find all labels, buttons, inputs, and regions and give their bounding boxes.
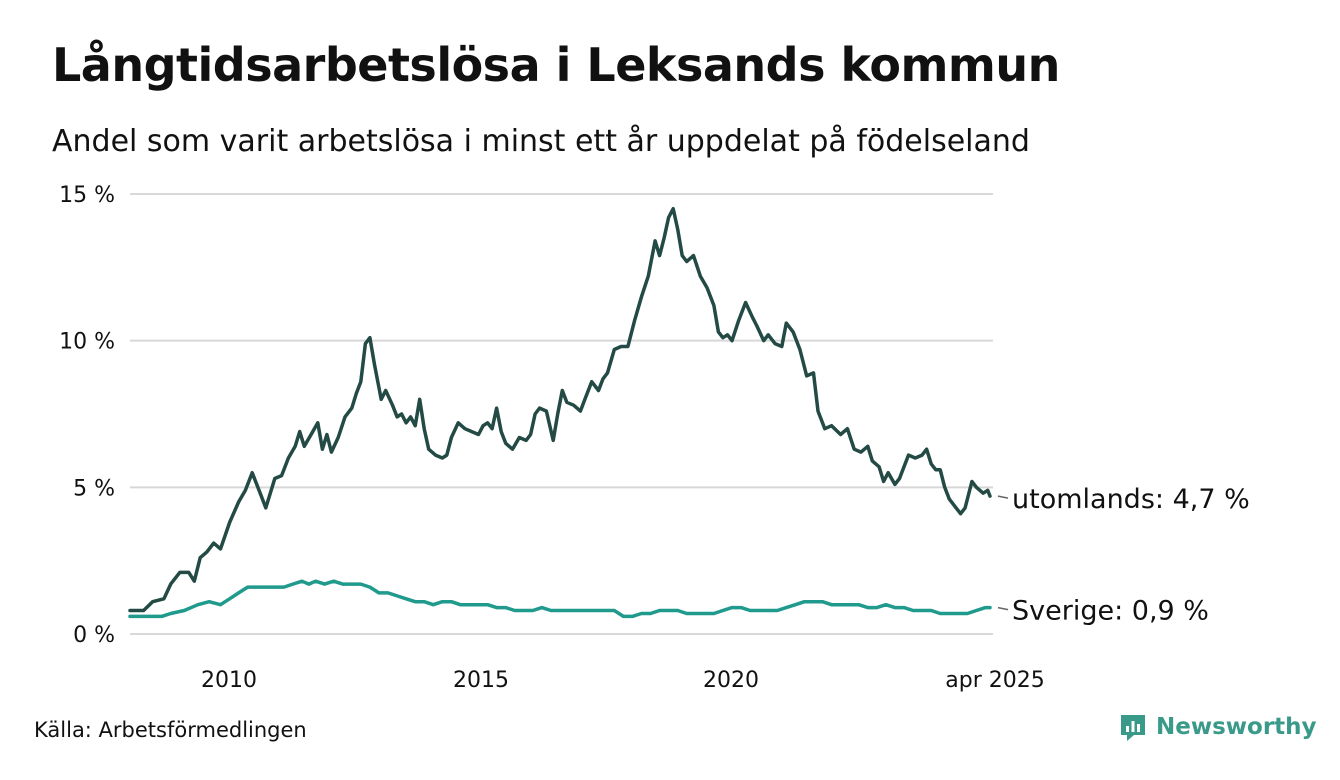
newsworthy-logo-icon [1121, 715, 1145, 741]
x-tick-label: 2010 [201, 668, 257, 693]
brand-name: Newsworthy [1156, 714, 1317, 740]
series-end-label: Sverige: 0,9 % [1012, 596, 1209, 627]
y-axis-tick-labels: 0 % 5 % 10 % 15 % [59, 183, 115, 648]
chart-subtitle: Andel som varit arbetslösa i minst ett å… [52, 124, 1030, 159]
x-tick-label: 2020 [703, 668, 759, 693]
series-line-utomlands [128, 206, 992, 613]
series-end-label: utomlands: 4,7 % [1012, 484, 1250, 515]
x-tick-label: apr 2025 [945, 668, 1044, 693]
end-label-connector [997, 606, 1009, 611]
y-tick-label: 10 % [59, 330, 115, 355]
end-label-connector [997, 495, 1009, 499]
series-end-labels: utomlands: 4,7 % Sverige: 0,9 % [997, 484, 1250, 627]
x-tick-label: 2015 [453, 668, 509, 693]
series-line-sverige [128, 579, 992, 619]
x-axis-tick-labels: 2010 2015 2020 apr 2025 [201, 668, 1045, 693]
series-lines [128, 206, 992, 619]
gridlines [130, 193, 993, 635]
y-tick-label: 0 % [73, 623, 115, 648]
chart-title: Långtidsarbetslösa i Leksands kommun [52, 38, 1060, 92]
y-tick-label: 5 % [73, 476, 115, 501]
brand-logo[interactable]: Newsworthy [1118, 712, 1317, 742]
line-chart: 0 % 5 % 10 % 15 % 2010 2015 2020 apr 2025 utom… [59, 183, 1250, 693]
source-note: Källa: Arbetsförmedlingen [34, 718, 307, 742]
y-tick-label: 15 % [59, 183, 115, 208]
